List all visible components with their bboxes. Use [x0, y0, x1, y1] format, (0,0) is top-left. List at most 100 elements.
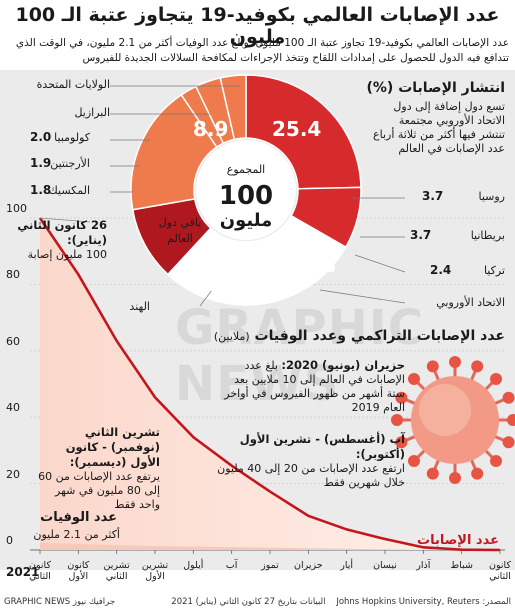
y-tick-label: 40 [6, 401, 20, 415]
y-tick-label: 0 [6, 534, 13, 547]
value-russia: 3.7 [422, 189, 444, 203]
annotation-jan26-text: 100 مليون إصابة [27, 248, 107, 261]
pie-slice [245, 74, 362, 190]
virus-spike-tip [426, 360, 439, 373]
label-uk: بريطانيا [470, 229, 505, 242]
x-tick-label: كانون الثاني [489, 560, 511, 582]
pie-value-india: 10.7 [200, 272, 250, 296]
virus-spike-tip [502, 391, 515, 404]
leader-line [319, 289, 406, 304]
cases-label: عدد الإصابات [417, 533, 499, 548]
virus-spike-tip [395, 436, 408, 449]
virus-spike-tip [395, 391, 408, 404]
virus-spike-tip [407, 372, 420, 385]
value-mexico: 1.8 [30, 183, 52, 197]
pie-slice [130, 93, 218, 211]
pie-center-title: المجموع [226, 163, 266, 176]
x-tick-label: تشرين الثاني [103, 560, 130, 582]
x-tick-label: أيار [340, 560, 354, 571]
virus-spike-tip [391, 414, 403, 426]
label-usa: الولايات المتحدة [36, 78, 110, 91]
virus-illustration [391, 356, 515, 484]
virus-spike-tip [490, 372, 503, 385]
virus-highlight [419, 384, 471, 436]
x-tick-label: شباط [450, 560, 473, 571]
deaths-heading: عدد الوفيات [40, 510, 117, 525]
label-india: الهند [129, 300, 150, 313]
virus-spike-tip [490, 455, 503, 468]
footer-credit: GRAPHIC NEWS جرافيك نيوز [4, 597, 116, 607]
virus-spike-tip [426, 467, 439, 480]
pie-leader-lines [110, 85, 406, 307]
annotation-june: حزيران (يونيو) 2020: بلغ عدد الإصابات في… [220, 358, 405, 415]
annotation-nov-dec: تشرين الثاني (نوفمبر) - كانون الأول (ديس… [35, 425, 160, 512]
leader-line [199, 289, 213, 307]
cases-line [38, 217, 501, 552]
virus-spike-tip [407, 455, 420, 468]
label-eu: الاتحاد الأوروبي [436, 296, 505, 309]
virus-spike-tip [471, 360, 484, 373]
annotation-aug-heading: آب (أغسطس) - تشرين الأول (أكتوبر): [239, 432, 405, 461]
pie-slice [219, 74, 247, 141]
footer: المصدر: Johns Hopkins University, Reuter… [0, 594, 515, 612]
annotation-jan26: 26 كانون الثاني (يناير): 100 مليون إصابة [12, 218, 107, 262]
x-tick-label: تموز [261, 560, 279, 571]
leader-line [354, 254, 406, 273]
pie-rest-label: باقي دول العالم [158, 216, 202, 245]
annotation-june-heading: حزيران (يونيو) 2020: [281, 358, 405, 372]
label-turkey: تركيا [483, 264, 505, 277]
line-chart-title: عدد الإصابات التراكمي وعدد الوفيات [254, 328, 505, 344]
x-tick-label: آب [225, 560, 238, 571]
line-chart-heading: عدد الإصابات التراكمي وعدد الوفيات (ملاي… [214, 328, 505, 344]
value-uk: 3.7 [410, 228, 432, 242]
x-tick-label: كانون الأول [67, 560, 90, 582]
line-chart-unit: (ملايين) [213, 330, 250, 343]
virus-spike-tip [507, 414, 515, 426]
pie-slice [166, 227, 322, 306]
value-argentina: 1.9 [30, 156, 52, 170]
subtitle: عدد الإصابات العالمي بكوفيد-19 تجاوز عتب… [15, 37, 509, 64]
pie-value-eu: 18.8 [287, 253, 337, 277]
deaths-area [40, 542, 500, 550]
x-tick-label: أيلول [183, 560, 204, 571]
annotation-nov-heading: تشرين الثاني (نوفمبر) - كانون الأول (ديس… [65, 425, 160, 469]
virus-spike-tip [449, 472, 461, 484]
pie-note: تسع دول إضافة إلى دول الاتحاد الأوروبي م… [373, 100, 505, 155]
x-tick-label: كانون الثاني [29, 560, 51, 582]
y-tick-label: 20 [6, 467, 20, 481]
annotation-nov-text: يرتفع عدد الإصابات من 60 إلى 80 مليون في… [38, 470, 160, 511]
y-tick-label: 100 [6, 202, 27, 215]
annotation-jan26-heading: 26 كانون الثاني (يناير): [17, 218, 107, 247]
footer-source: المصدر: Johns Hopkins University, Reuter… [171, 597, 511, 607]
pie-value-brazil: 8.9 [193, 117, 229, 141]
label-russia: روسيا [478, 190, 505, 203]
virus-spike-tip [449, 356, 461, 368]
x-tick-label: حزيران [294, 560, 323, 571]
year-label: 2021 [6, 565, 40, 579]
label-argentina: الأرجنتين [50, 157, 90, 170]
annotation-line [39, 217, 91, 223]
annotation-aug-text: ارتفع عدد الإصابات من 20 إلى 40 مليون خل… [217, 462, 405, 489]
label-mexico: المكسيك [48, 184, 90, 197]
y-tick-label: 80 [6, 268, 20, 282]
pie-chart [130, 74, 362, 306]
label-brazil: البرازيل [74, 106, 110, 119]
x-tick-label: تشرين الأول [141, 560, 169, 582]
virus-spike-tip [502, 436, 515, 449]
pie-heading: انتشار الإصابات (%) [366, 80, 506, 96]
pie-hole [196, 140, 296, 240]
page-title: عدد الإصابات العالمي بكوفيد-19 يتجاوز عت… [15, 4, 500, 48]
value-turkey: 2.4 [430, 263, 452, 277]
watermark: GRAPHIC NEWS [175, 300, 424, 412]
annotation-june-text: بلغ عدد الإصابات في العالم إلى 10 ملايين… [224, 359, 405, 414]
pie-value-usa: 25.4 [272, 117, 322, 141]
y-tick-label: 60 [6, 334, 20, 348]
footer-date: البيانات بتاريخ 27 كانون الثاني (يناير) … [171, 597, 326, 607]
footer-source-text: المصدر: Johns Hopkins University, Reuter… [336, 597, 511, 607]
pie-center-unit: مليون [219, 210, 273, 231]
virus-spike-tip [471, 467, 484, 480]
x-tick-label: نيسان [373, 560, 397, 571]
annotation-aug-oct: آب (أغسطس) - تشرين الأول (أكتوبر): ارتفع… [205, 432, 405, 490]
x-tick-label: آذار [416, 560, 431, 571]
